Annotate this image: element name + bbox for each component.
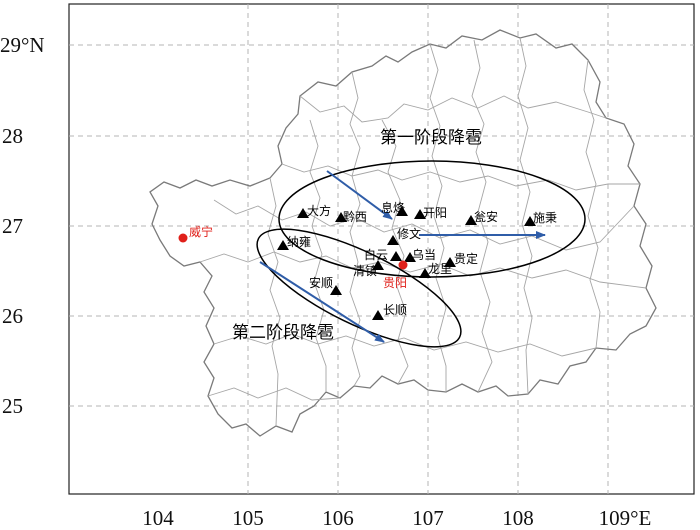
x-tick-108: 108 [502,506,534,530]
county-line [213,199,635,251]
county-line [583,59,601,349]
station-marker-qingzhen [372,260,384,270]
county-line [213,333,597,357]
motion-arrow-southeast [259,261,385,343]
county-line [349,71,361,387]
x-tick-107: 107 [412,506,444,530]
county-line [471,39,493,393]
station-label-wudang: 乌当 [412,247,436,262]
station-marker-changshun [372,310,384,320]
stage1-region-label: 第一阶段降雹 [380,128,482,148]
station-label-anshun: 安顺 [309,275,333,290]
plot-frame [68,3,695,495]
station-markers [277,206,536,320]
county-line [299,95,607,123]
weining-dot [178,233,188,243]
motion-arrow-northwest [326,170,393,220]
station-label-wengan: 瓮安 [474,209,498,224]
station-marker-anshun [330,285,342,295]
x-tick-109: 109°E [599,506,652,530]
station-label-xifeng: 息烽 [381,200,405,215]
station-marker-shibing [524,216,536,226]
county-line [517,37,533,395]
station-label-changshun: 长顺 [383,303,407,317]
graticule [69,4,694,494]
station-label-shibing: 施秉 [533,211,557,225]
guiyang-label: 贵阳 [383,276,407,290]
county-line [281,163,640,191]
province-boundary [149,29,657,437]
y-tick-28: 28 [2,124,23,148]
y-tick-29: 29°N [0,33,45,57]
station-label-nayong: 纳雍 [287,234,311,249]
guiyang-dot [398,260,408,270]
y-tick-26: 26 [2,304,23,328]
station-marker-guiding [444,257,456,267]
station-label-kaiyang: 开阳 [423,206,447,220]
station-marker-qianxi [335,212,347,222]
station-label-xiuwen: 修文 [397,226,421,241]
station-marker-kaiyang [414,209,426,219]
x-tick-105: 105 [232,506,264,530]
stage2-region-label: 第二阶段降雹 [232,323,334,343]
station-marker-nayong [277,240,289,250]
station-label-qianxi: 黔西 [343,209,367,224]
stage2-hail-ellipse [256,228,462,348]
weining-label: 威宁 [189,224,213,239]
station-marker-wengan [465,215,477,225]
x-tick-104: 104 [142,506,174,530]
station-marker-xiuwen [387,235,399,245]
county-line [429,43,447,392]
station-marker-longli [419,268,431,278]
station-label-dafang: 大方 [307,203,331,218]
station-label-guiding: 贵定 [454,251,478,266]
stage1-hail-ellipse [278,160,586,278]
y-tick-27: 27 [2,214,23,238]
county-line [309,119,327,392]
y-tick-25: 25 [2,394,23,418]
station-marker-dafang [297,208,309,218]
station-marker-xifeng [396,206,408,216]
station-marker-baiyun [390,251,402,261]
station-label-baiyun: 白云 [364,247,388,262]
station-label-qingzhen: 清镇 [353,264,377,278]
station-marker-wudang [404,252,416,262]
county-line [207,387,341,401]
station-label-longli: 龙里 [428,262,452,276]
x-tick-106: 106 [322,506,354,530]
